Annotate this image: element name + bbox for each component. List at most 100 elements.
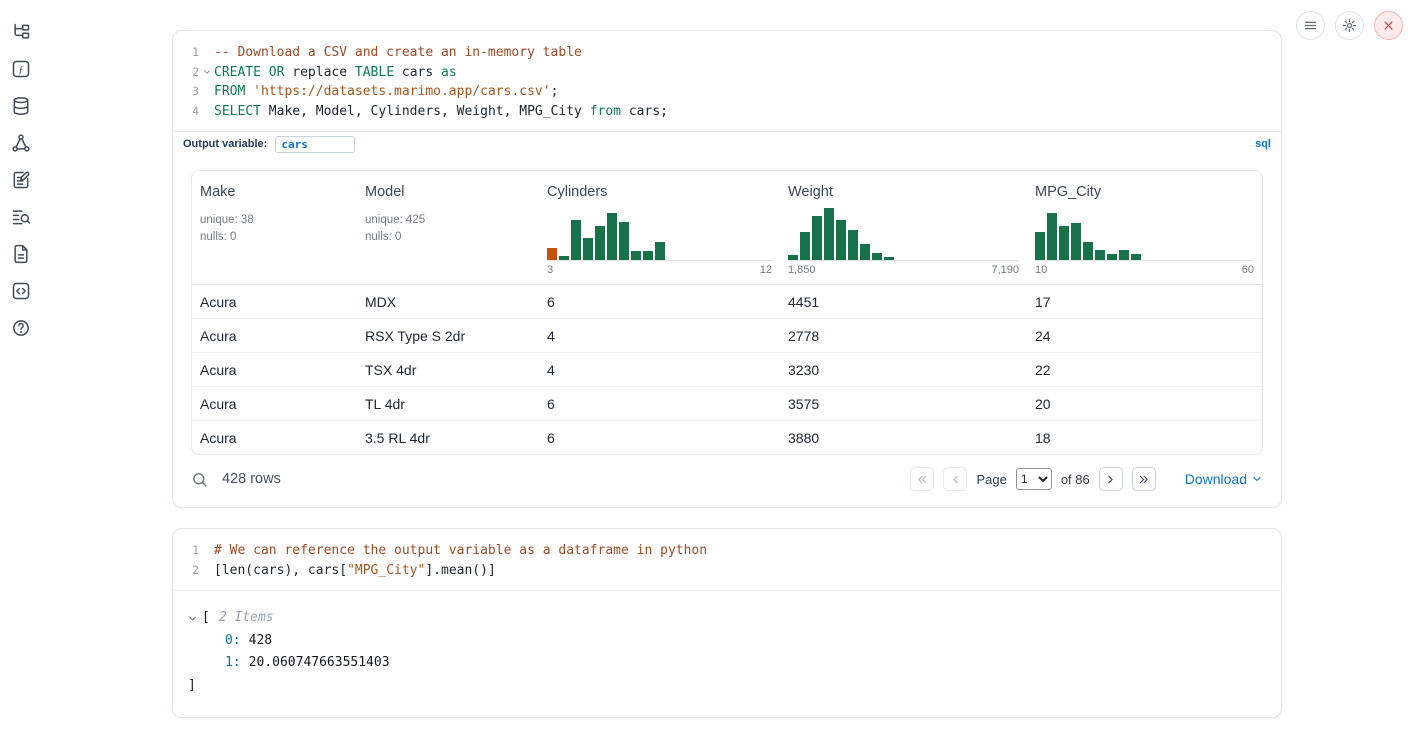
download-button[interactable]: Download xyxy=(1185,471,1263,487)
column-header-mpg_city[interactable]: MPG_City xyxy=(1035,184,1101,200)
last-page-button[interactable] xyxy=(1132,467,1156,491)
table-cell: TL 4dr xyxy=(357,387,539,420)
file-tree-icon[interactable] xyxy=(11,22,31,42)
column-header-make[interactable]: Make xyxy=(200,184,235,200)
histogram-axis: 312 xyxy=(547,264,772,276)
code-line: 1# We can reference the output variable … xyxy=(173,541,1265,561)
settings-button[interactable] xyxy=(1335,11,1364,40)
axis-min-label: 1,850 xyxy=(788,264,816,276)
output-variable-label: Output variable: xyxy=(183,138,267,150)
output-variable-input[interactable] xyxy=(275,136,355,153)
histogram-bar xyxy=(1071,223,1081,260)
histogram-bar xyxy=(655,242,665,260)
fold-gutter xyxy=(199,82,214,102)
stat-line: unique: 38 xyxy=(200,212,349,229)
histogram-bar xyxy=(1035,232,1045,260)
header-cell: Make unique: 38nulls: 0 xyxy=(192,171,357,284)
table-body: AcuraMDX6445117AcuraRSX Type S 2dr427782… xyxy=(192,285,1262,454)
line-number: 4 xyxy=(173,102,199,122)
table-cell: Acura xyxy=(192,319,357,352)
table-cell: 20 xyxy=(1027,387,1262,420)
histogram-bar xyxy=(884,257,894,260)
histogram-bar xyxy=(571,220,581,260)
sidebar: ƒ xyxy=(0,0,42,360)
collapse-icon[interactable] xyxy=(187,612,199,624)
histogram-bar xyxy=(1119,250,1129,260)
histogram-bar xyxy=(1059,226,1069,260)
token: from xyxy=(590,104,621,119)
table-footer: 428 rows Page 1 of 86 Download xyxy=(173,455,1281,507)
next-page-button[interactable] xyxy=(1099,467,1123,491)
table-cell: 18 xyxy=(1027,421,1262,454)
token: [len(cars), cars[ xyxy=(214,563,347,578)
token: Make, Model, Cylinders, Weight, MPG_City xyxy=(261,104,590,119)
first-page-button[interactable] xyxy=(910,467,934,491)
token: CREATE xyxy=(214,65,261,80)
prev-page-button[interactable] xyxy=(943,467,967,491)
axis-min-label: 3 xyxy=(547,264,553,276)
histogram-bar xyxy=(595,226,605,260)
logs-icon[interactable] xyxy=(11,207,31,227)
code-line: 4SELECT Make, Model, Cylinders, Weight, … xyxy=(173,102,1265,122)
fold-gutter xyxy=(199,541,214,561)
column-stats: unique: 425nulls: 0 xyxy=(365,212,531,245)
dependency-graph-icon[interactable] xyxy=(11,133,31,153)
page-select[interactable]: 1 xyxy=(1016,468,1052,490)
entry-value: 20.060747663551403 xyxy=(249,655,390,670)
data-sources-icon[interactable] xyxy=(11,96,31,116)
histogram-bar xyxy=(812,216,822,260)
table-row: Acura3.5 RL 4dr6388018 xyxy=(192,421,1262,454)
table-cell: 3880 xyxy=(780,421,1027,454)
histogram-bar xyxy=(860,244,870,260)
column-header-model[interactable]: Model xyxy=(365,184,405,200)
snippets-icon[interactable] xyxy=(11,281,31,301)
menu-button[interactable] xyxy=(1296,11,1325,40)
column-header-cylinders[interactable]: Cylinders xyxy=(547,184,607,200)
token: cars; xyxy=(621,104,668,119)
chevron-down-icon xyxy=(1251,473,1263,485)
stat-line: nulls: 0 xyxy=(200,229,349,246)
table-cell: Acura xyxy=(192,353,357,386)
line-number: 1 xyxy=(173,43,199,63)
menu-icon xyxy=(1303,18,1318,33)
help-icon[interactable] xyxy=(11,318,31,338)
histogram-bar xyxy=(583,238,593,260)
column-header-weight[interactable]: Weight xyxy=(788,184,833,200)
svg-text:ƒ: ƒ xyxy=(18,64,23,76)
sql-code-editor[interactable]: 1-- Download a CSV and create an in-memo… xyxy=(173,31,1281,131)
download-label: Download xyxy=(1185,471,1247,487)
documentation-icon[interactable] xyxy=(11,244,31,264)
histogram-bar xyxy=(836,220,846,260)
histogram-bar xyxy=(1131,254,1141,260)
table-cell: 4 xyxy=(539,319,780,352)
fold-icon[interactable] xyxy=(199,63,214,83)
histogram-bars xyxy=(788,207,1019,261)
shutdown-button[interactable] xyxy=(1374,11,1403,40)
close-bracket: ] xyxy=(187,675,1281,698)
entry-value: 428 xyxy=(249,633,272,648)
histogram-bar xyxy=(643,251,653,260)
variables-icon[interactable]: ƒ xyxy=(11,59,31,79)
code-text: FROM 'https://datasets.marimo.app/cars.c… xyxy=(214,82,558,102)
entry-key: 1: xyxy=(225,655,241,670)
table-cell: 6 xyxy=(539,387,780,420)
code-line: 2CREATE OR replace TABLE cars as xyxy=(173,63,1265,83)
line-number: 1 xyxy=(173,541,199,561)
histogram-bars xyxy=(547,207,772,261)
python-code-editor[interactable]: 1# We can reference the output variable … xyxy=(173,529,1281,590)
scratchpad-icon[interactable] xyxy=(11,170,31,190)
histogram-bar xyxy=(824,208,834,260)
entry-key: 0: xyxy=(225,633,241,648)
table-cell: Acura xyxy=(192,421,357,454)
table-row: AcuraMDX6445117 xyxy=(192,285,1262,319)
token: 'https://datasets.marimo.app/cars.csv' xyxy=(253,84,550,99)
line-number: 3 xyxy=(173,82,199,102)
data-table: Make unique: 38nulls: 0 Model unique: 425nu… xyxy=(191,170,1263,455)
table-row: AcuraTL 4dr6357520 xyxy=(192,387,1262,421)
python-cell: 1# We can reference the output variable … xyxy=(172,528,1282,718)
search-icon[interactable] xyxy=(191,470,209,488)
table-row: AcuraRSX Type S 2dr4277824 xyxy=(192,319,1262,353)
header-cell: MPG_City1060 xyxy=(1027,171,1262,284)
line-number: 2 xyxy=(173,63,199,83)
table-row: AcuraTSX 4dr4323022 xyxy=(192,353,1262,387)
